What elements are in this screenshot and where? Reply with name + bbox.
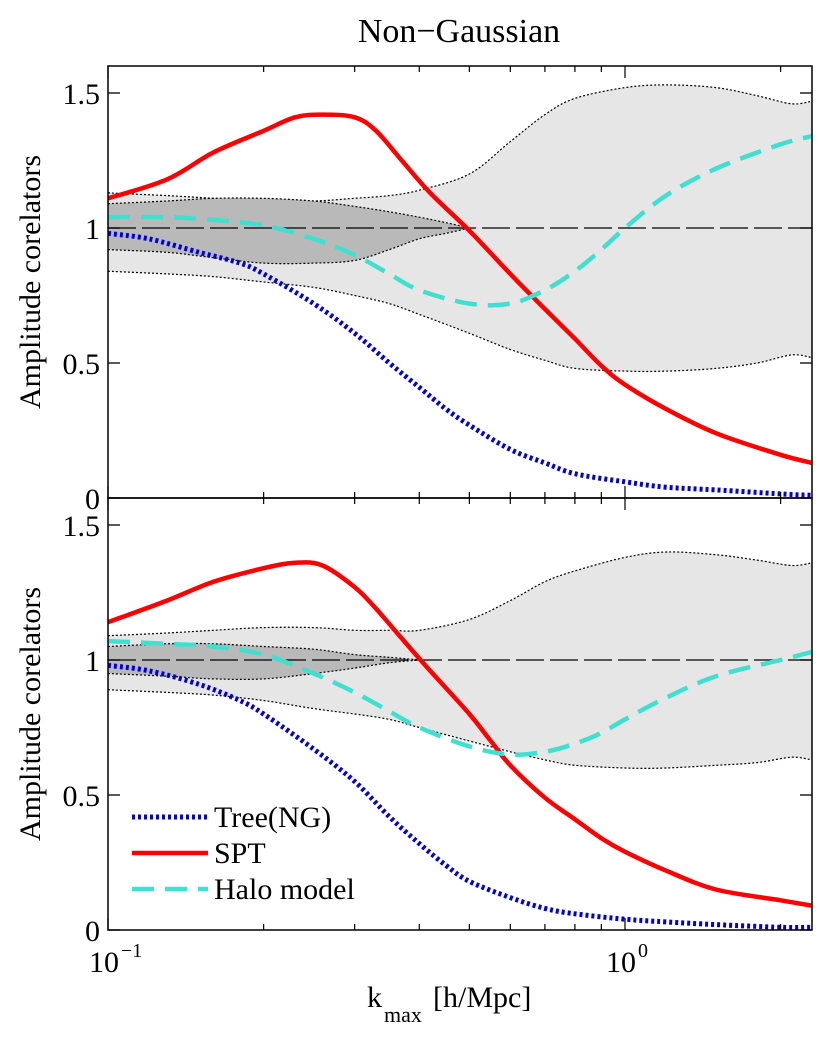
legend-item-spt: SPT bbox=[132, 837, 266, 870]
outer-band-upper-edge bbox=[108, 84, 812, 202]
lower-panel: 0 0.5 1 1.5 Amplitude corelators bbox=[14, 497, 813, 948]
plot-area bbox=[108, 84, 812, 498]
y-tick-label: 1 bbox=[85, 213, 100, 246]
plot-area bbox=[108, 551, 812, 930]
series-halo-line bbox=[108, 134, 812, 308]
legend-item-halo: Halo model bbox=[132, 873, 355, 906]
x-axis-label: k max [h/Mpc] bbox=[367, 981, 531, 1027]
y-tick-label: 0.5 bbox=[63, 348, 101, 381]
x-tick-label-exponent: 0 bbox=[638, 940, 648, 962]
x-axis-label-subscript: max bbox=[384, 1002, 422, 1027]
legend-label-spt: SPT bbox=[214, 837, 266, 870]
legend-item-tree: Tree(NG) bbox=[132, 801, 331, 834]
inner-band-lower-edge bbox=[108, 227, 470, 265]
y-tick-label: 0 bbox=[85, 483, 100, 516]
series-spt-line bbox=[108, 560, 812, 908]
y-tick-label: 0.5 bbox=[63, 780, 101, 813]
y-tick-label: 1.5 bbox=[63, 510, 101, 543]
inner-band-lower-edge bbox=[108, 659, 420, 681]
y-tick-label: 1 bbox=[85, 645, 100, 678]
inner-band bbox=[108, 643, 420, 680]
outer-band-lower-edge bbox=[108, 270, 812, 373]
x-axis-label-unit: [h/Mpc] bbox=[433, 981, 531, 1014]
x-axis-label-main: k bbox=[367, 981, 382, 1014]
x-tick-label-base: 10 bbox=[606, 946, 636, 979]
y-tick-label: 0 bbox=[85, 915, 100, 948]
series-spt-line bbox=[108, 112, 812, 466]
x-tick-label-exponent: −1 bbox=[121, 940, 142, 962]
x-tick-label: 10 −1 bbox=[89, 940, 142, 979]
series-halo-line bbox=[108, 638, 812, 757]
upper-panel: 0 0.5 1 1.5 Amplitude corelators bbox=[14, 65, 813, 516]
chart-title: Non−Gaussian bbox=[358, 13, 560, 50]
outer-band-lower-edge bbox=[108, 689, 812, 769]
y-axis-label: Amplitude corelators bbox=[14, 587, 47, 841]
legend-label-halo: Halo model bbox=[214, 873, 355, 906]
series-tree-line bbox=[108, 230, 812, 498]
x-tick-label: 10 0 bbox=[606, 940, 648, 979]
inner-band-upper-edge bbox=[108, 642, 420, 661]
series-tree-line bbox=[108, 662, 812, 930]
x-tick-label-base: 10 bbox=[89, 946, 119, 979]
y-axis-label: Amplitude corelators bbox=[14, 155, 47, 409]
y-tick-label: 1.5 bbox=[63, 78, 101, 111]
axes-frame bbox=[107, 497, 813, 931]
legend-label-tree: Tree(NG) bbox=[214, 801, 331, 834]
